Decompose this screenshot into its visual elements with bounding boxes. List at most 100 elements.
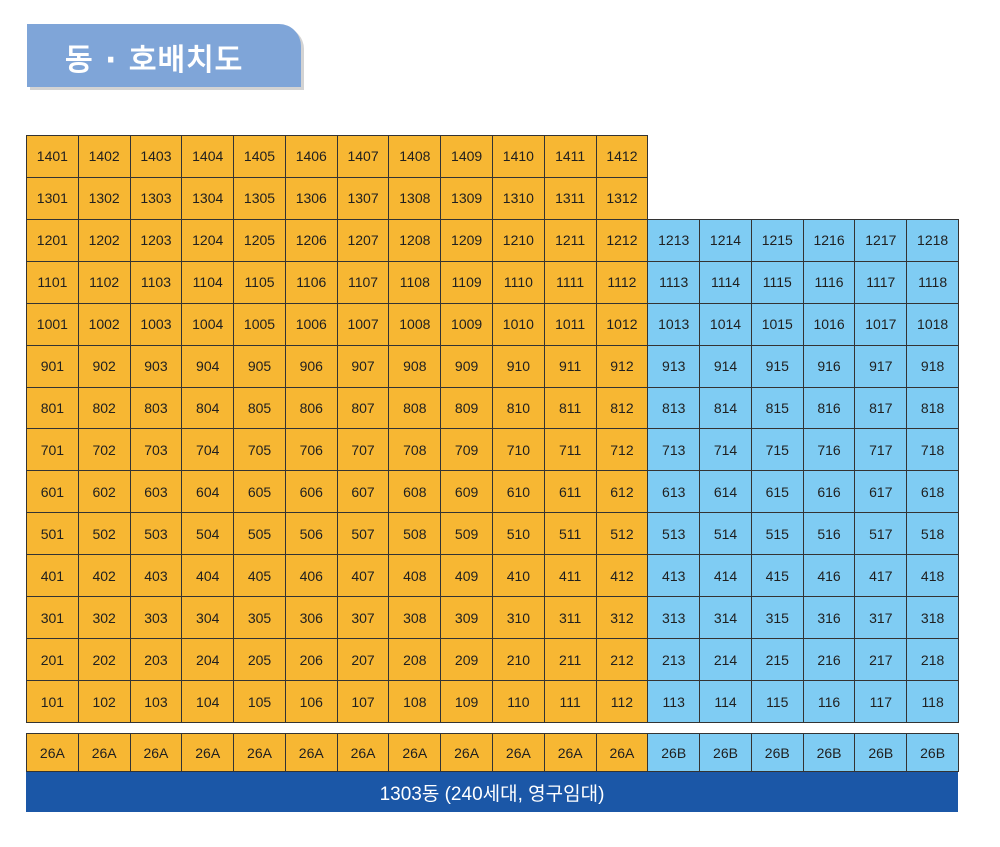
unit-cell: 403 <box>129 554 183 598</box>
unit-cell: 604 <box>181 470 235 514</box>
unit-cell: 603 <box>129 470 183 514</box>
empty-cell <box>854 177 907 220</box>
unit-cell: 402 <box>77 554 131 598</box>
unit-cell: 1308 <box>388 176 442 220</box>
unit-cell: 215 <box>750 638 804 682</box>
unit-cell: 1002 <box>77 302 131 346</box>
unit-cell: 313 <box>647 596 701 640</box>
empty-cell <box>751 177 804 220</box>
unit-cell: 212 <box>595 638 649 682</box>
unit-cell: 1304 <box>181 176 235 220</box>
unit-cell: 1102 <box>77 260 131 304</box>
unit-cell: 418 <box>906 554 959 598</box>
unit-cell: 802 <box>77 386 131 430</box>
unit-cell: 217 <box>854 638 908 682</box>
unit-cell: 908 <box>388 344 442 388</box>
unit-cell: 209 <box>440 638 493 682</box>
unit-cell: 901 <box>26 344 79 388</box>
unit-type-cell: 26A <box>233 733 286 772</box>
unit-cell: 314 <box>699 596 752 640</box>
unit-cell: 1213 <box>647 218 701 262</box>
unit-cell: 706 <box>284 428 338 472</box>
title-tab: 동 · 호배치도 <box>27 24 301 87</box>
unit-cell: 114 <box>699 680 752 723</box>
unit-cell: 714 <box>699 428 752 472</box>
unit-cell: 110 <box>492 680 545 723</box>
unit-cell: 505 <box>233 512 286 556</box>
unit-cell: 1013 <box>647 302 701 346</box>
unit-cell: 815 <box>750 386 804 430</box>
unit-cell: 501 <box>26 512 79 556</box>
unit-cell: 103 <box>129 680 183 723</box>
unit-cell: 510 <box>492 512 545 556</box>
unit-cell: 1311 <box>543 176 597 220</box>
unit-cell: 1402 <box>77 135 131 178</box>
unit-type-cell: 26A <box>336 733 390 772</box>
unit-cell: 1208 <box>388 218 442 262</box>
unit-cell: 1215 <box>750 218 804 262</box>
unit-cell: 1003 <box>129 302 183 346</box>
unit-cell: 415 <box>750 554 804 598</box>
unit-cell: 616 <box>802 470 856 514</box>
unit-cell: 709 <box>440 428 493 472</box>
unit-cell: 907 <box>336 344 390 388</box>
unit-type-cell: 26B <box>699 733 752 772</box>
unit-cell: 1010 <box>492 302 545 346</box>
unit-cell: 913 <box>647 344 701 388</box>
unit-cell: 715 <box>750 428 804 472</box>
unit-cell: 912 <box>595 344 649 388</box>
unit-cell: 202 <box>77 638 131 682</box>
unit-cell: 1302 <box>77 176 131 220</box>
unit-cell: 710 <box>492 428 545 472</box>
unit-cell: 106 <box>284 680 338 723</box>
unit-cell: 1303 <box>129 176 183 220</box>
unit-cell: 113 <box>647 680 701 723</box>
unit-cell: 610 <box>492 470 545 514</box>
unit-cell: 511 <box>543 512 597 556</box>
unit-type-cell: 26A <box>77 733 131 772</box>
unit-cell: 614 <box>699 470 752 514</box>
unit-cell: 1301 <box>26 176 79 220</box>
unit-cell: 1205 <box>233 218 286 262</box>
unit-type-cell: 26A <box>26 733 79 772</box>
unit-cell: 1204 <box>181 218 235 262</box>
unit-cell: 803 <box>129 386 183 430</box>
unit-cell: 1305 <box>233 176 286 220</box>
unit-cell: 1209 <box>440 218 493 262</box>
unit-cell: 1012 <box>595 302 649 346</box>
unit-cell: 904 <box>181 344 235 388</box>
unit-cell: 1007 <box>336 302 390 346</box>
unit-cell: 1218 <box>906 218 959 262</box>
unit-cell: 513 <box>647 512 701 556</box>
unit-cell: 713 <box>647 428 701 472</box>
unit-cell: 506 <box>284 512 338 556</box>
unit-cell: 1113 <box>647 260 701 304</box>
unit-cell: 211 <box>543 638 597 682</box>
unit-cell: 916 <box>802 344 856 388</box>
unit-type-cell: 26A <box>129 733 183 772</box>
empty-cell <box>906 135 959 178</box>
unit-cell: 1106 <box>284 260 338 304</box>
unit-cell: 307 <box>336 596 390 640</box>
unit-cell: 915 <box>750 344 804 388</box>
unit-type-cell: 26A <box>388 733 442 772</box>
empty-cell <box>647 177 700 220</box>
unit-cell: 918 <box>906 344 959 388</box>
unit-cell: 804 <box>181 386 235 430</box>
unit-cell: 1217 <box>854 218 908 262</box>
unit-cell: 1211 <box>543 218 597 262</box>
unit-cell: 108 <box>388 680 442 723</box>
unit-cell: 310 <box>492 596 545 640</box>
unit-cell: 701 <box>26 428 79 472</box>
unit-cell: 207 <box>336 638 390 682</box>
unit-cell: 707 <box>336 428 390 472</box>
unit-cell: 102 <box>77 680 131 723</box>
unit-cell: 1107 <box>336 260 390 304</box>
unit-cell: 717 <box>854 428 908 472</box>
unit-cell: 309 <box>440 596 493 640</box>
unit-cell: 407 <box>336 554 390 598</box>
unit-cell: 111 <box>543 680 597 723</box>
unit-cell: 704 <box>181 428 235 472</box>
unit-cell: 214 <box>699 638 752 682</box>
unit-type-cell: 26A <box>284 733 338 772</box>
